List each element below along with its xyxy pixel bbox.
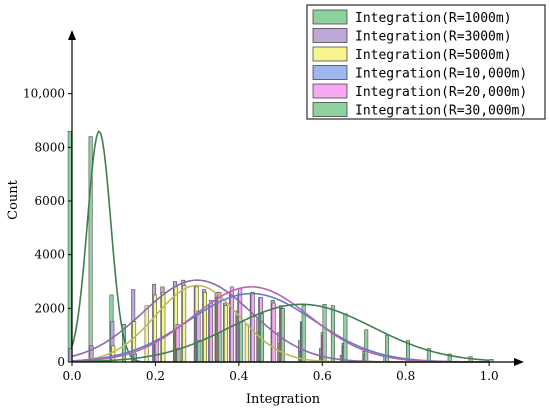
legend-swatch-5 [312,102,348,117]
legend-swatch-0 [312,9,348,25]
y-axis-arrow [68,30,76,40]
legend-label-3: Integration(R=10,000m) [355,67,527,82]
x-tick-label-5: 1.0 [480,369,499,383]
legend-swatch-3 [312,65,348,80]
x-tick-label-0: 0.0 [62,369,81,383]
legend-label-2: Integration(R=5000m) [355,48,512,63]
legend: Integration(R=1000m) Integration(R=3000m)… [306,4,546,120]
bar-s5-3 [239,321,244,363]
bar-s5-2 [218,332,223,363]
y-tick-label-1: 2000 [34,301,65,315]
axes [68,30,524,366]
legend-swatch-2 [312,46,348,62]
bar-s5-1 [197,340,202,363]
x-tick-label-3: 0.6 [313,369,332,383]
legend-swatch-4 [312,83,348,99]
tick-labels: 0.0 0.2 0.4 0.6 0.8 1.0 0 2000 4000 6000 8000 10,00… [23,87,499,383]
y-tick-label-5: 10,000 [23,87,65,101]
x-axis-title: Integration [246,392,321,407]
histogram-bars [67,130,494,363]
legend-label-1: Integration(R=3000m) [355,30,512,45]
bar-s5-10 [364,329,369,363]
bar-s4-0 [154,340,159,363]
legend-label-0: Integration(R=1000m) [355,11,512,26]
bar-s2-8 [203,291,207,363]
x-tick-label-2: 0.4 [229,369,248,383]
legend-label-5: Integration(R=30,000m) [355,104,527,119]
bar-s2-2 [144,305,149,363]
y-tick-label-0: 0 [57,355,65,369]
bar-s5-7 [322,304,327,363]
y-axis-title: Count [6,179,21,220]
y-tick-label-2: 4000 [34,248,65,262]
y-tick-label-4: 8000 [34,140,65,154]
bar-s4-5 [229,286,234,363]
bar-s2-10 [223,305,228,363]
bar-s2-12 [244,324,249,363]
x-axis-arrow [514,358,524,366]
bar-s4-7 [250,291,255,363]
bar-s4-3 [209,300,213,363]
bar-s2-4 [161,291,166,363]
x-tick-label-4: 0.8 [396,369,415,383]
y-tick-label-3: 6000 [34,194,65,208]
x-tick-label-1: 0.2 [146,369,165,383]
legend-swatch-1 [312,28,348,43]
legend-label-4: Integration(R=20,000m) [355,85,527,100]
bar-s5-9 [343,313,348,363]
bar-s0-0 [67,130,72,363]
fit-curve-5 [71,303,490,363]
fit-curve-4 [71,286,490,363]
bar-s5-0 [176,348,181,363]
